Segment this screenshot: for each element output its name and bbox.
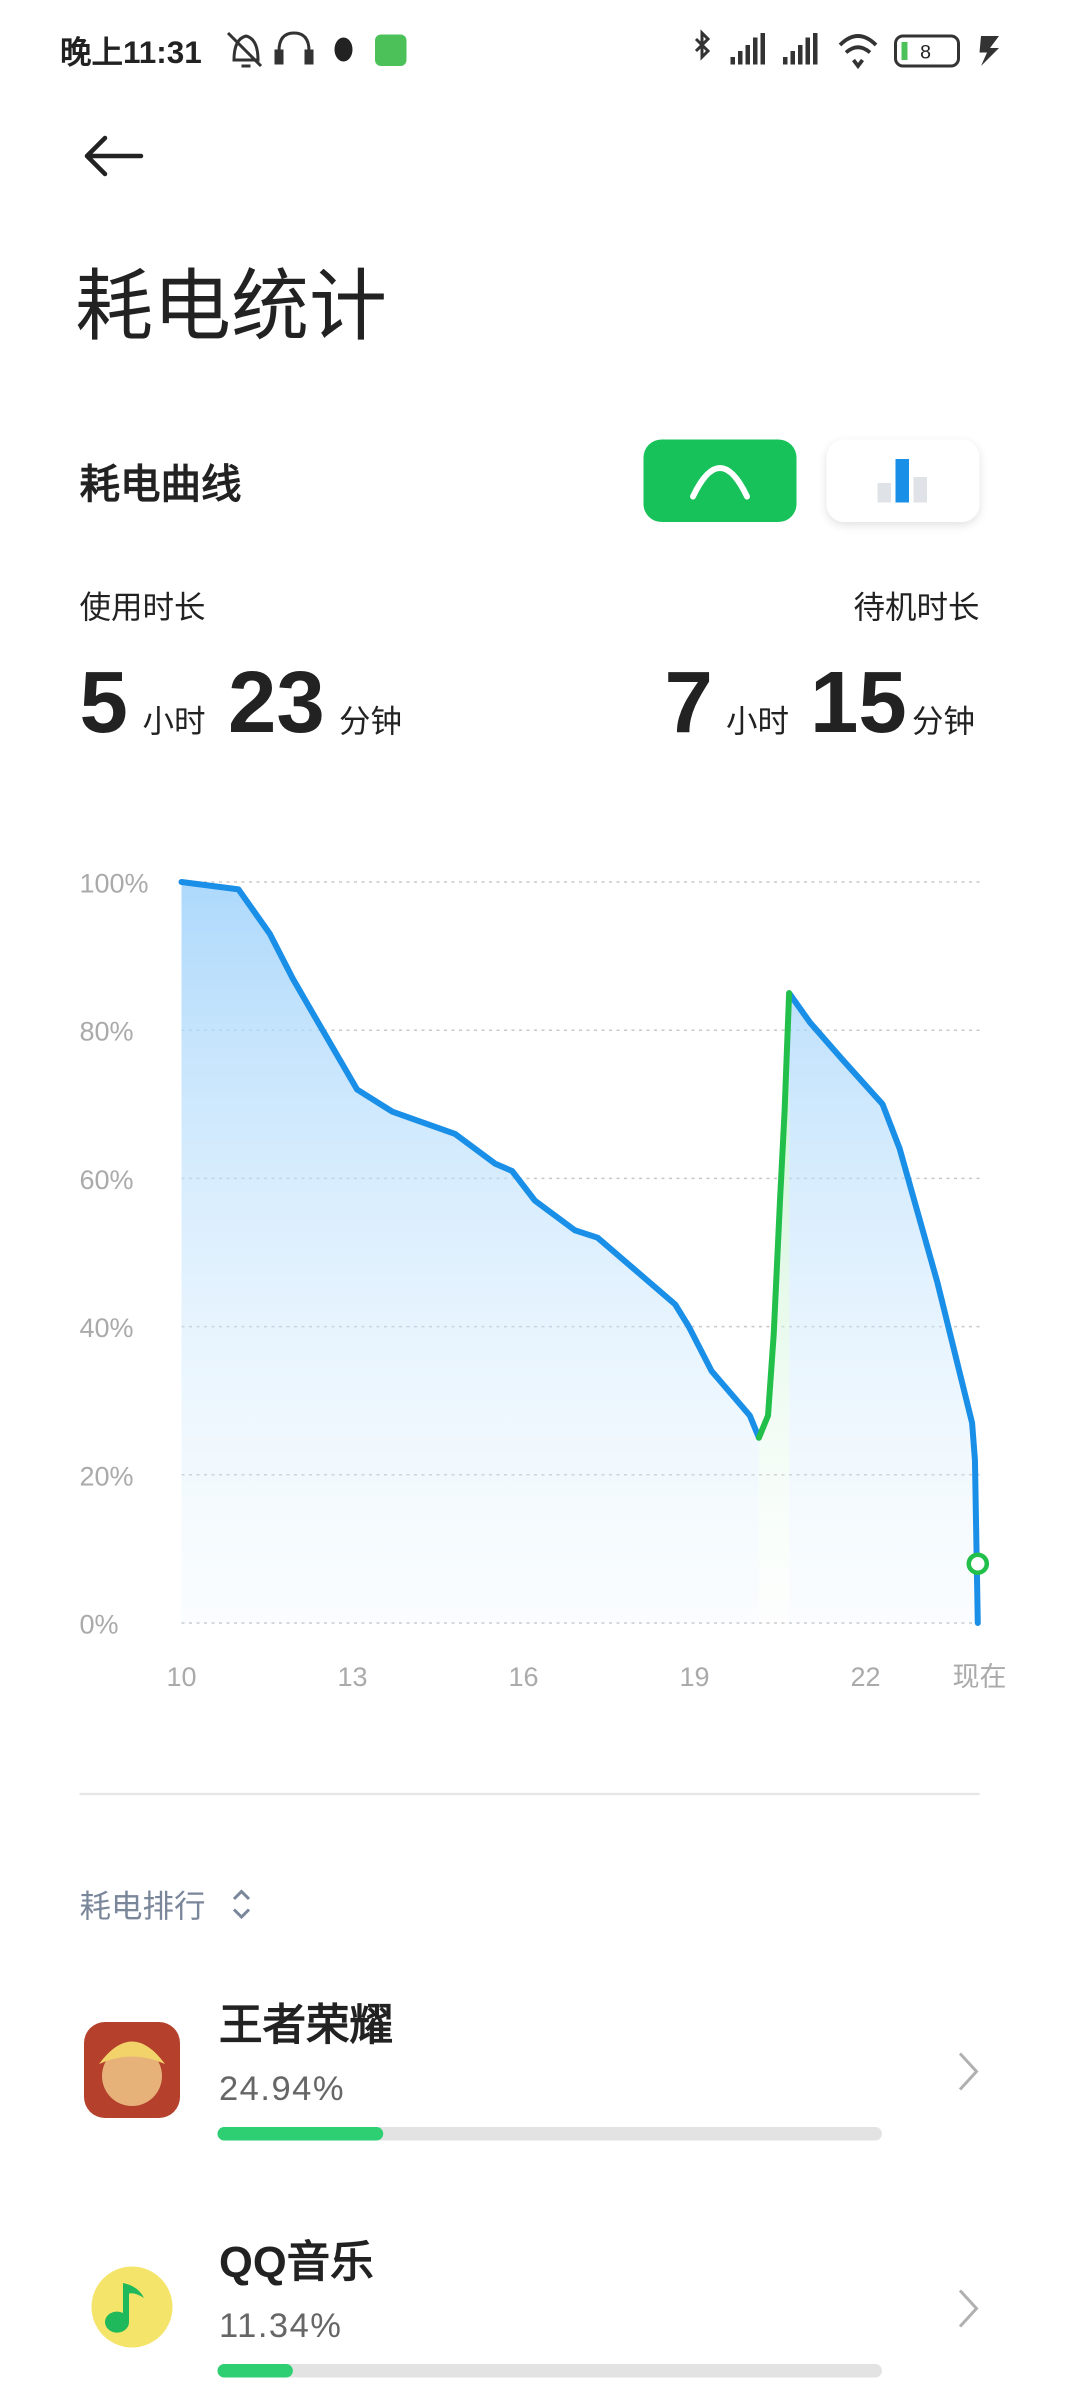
usage-minutes-unit: 分钟 [339, 703, 402, 739]
row-chevron[interactable] [958, 2289, 979, 2328]
back-button[interactable] [84, 135, 144, 177]
x-tick-label: 22 [850, 1662, 880, 1692]
qq-icon [334, 37, 353, 62]
app-name[interactable]: 王者荣耀 [219, 2002, 393, 2050]
section-title: 耗电曲线 [80, 461, 242, 507]
area [758, 993, 790, 1623]
y-tick-label: 80% [80, 1017, 134, 1047]
share-bar [217, 2127, 384, 2141]
app-list: 王者荣耀 24.94% QQ音乐 11.34% [84, 2002, 979, 2378]
y-tick-label: 40% [80, 1313, 134, 1343]
battery-text: 8 [920, 42, 931, 64]
battery-level [901, 42, 908, 60]
charging-icon [979, 36, 999, 66]
standby-hours-unit: 小时 [726, 703, 789, 739]
x-tick-label: 13 [337, 1662, 367, 1692]
usage-minutes: 23 [228, 654, 325, 751]
y-tick-label: 20% [80, 1461, 134, 1491]
x-tick-label: 16 [508, 1662, 538, 1692]
usage-hours: 5 [80, 654, 128, 751]
sort-icon[interactable] [232, 1889, 251, 1920]
signal-icons [694, 29, 878, 70]
current-point [966, 1552, 990, 1575]
app-icon-note [105, 2283, 144, 2333]
app-share: 11.34% [219, 2307, 342, 2345]
x-tick-label: 10 [166, 1662, 196, 1692]
share-bar [217, 2364, 293, 2378]
usage-hours-unit: 小时 [143, 703, 206, 739]
line [178, 879, 981, 1626]
app-icon [375, 34, 407, 66]
app-share: 24.94% [219, 2070, 345, 2108]
line [755, 990, 793, 1441]
usage-label: 使用时长 [80, 589, 206, 625]
status-time: 晚上11:31 [60, 34, 202, 70]
app-icon-hair [99, 2041, 165, 2064]
y-tick-label: 60% [80, 1165, 134, 1195]
app-icon-face [102, 2046, 162, 2106]
bar-toggle[interactable] [826, 439, 980, 523]
share-track [217, 2127, 882, 2141]
standby-label: 待机时长 [853, 589, 979, 625]
row-chevron[interactable] [958, 2052, 979, 2091]
x-tick-label: 现在 [953, 1662, 1007, 1692]
battery-chart: 0% 20% 40% 60% 80% 100% 10 13 16 19 22 现在 [80, 869, 1007, 1693]
area [181, 882, 978, 1623]
y-tick-label: 100% [80, 869, 149, 899]
curve-toggle[interactable] [643, 439, 797, 523]
standby-hours: 7 [665, 654, 713, 751]
app-icon [91, 2266, 173, 2348]
share-track [217, 2364, 882, 2378]
app-name[interactable]: QQ音乐 [219, 2239, 374, 2287]
y-tick-label: 0% [80, 1610, 119, 1640]
standby-minutes: 15 [810, 654, 907, 751]
battery [894, 34, 960, 68]
status-icons [226, 31, 314, 68]
standby-minutes-unit: 分钟 [912, 703, 975, 739]
ranking-title[interactable]: 耗电排行 [80, 1888, 206, 1924]
page-title: 耗电统计 [75, 262, 387, 350]
x-tick-label: 19 [679, 1662, 709, 1692]
